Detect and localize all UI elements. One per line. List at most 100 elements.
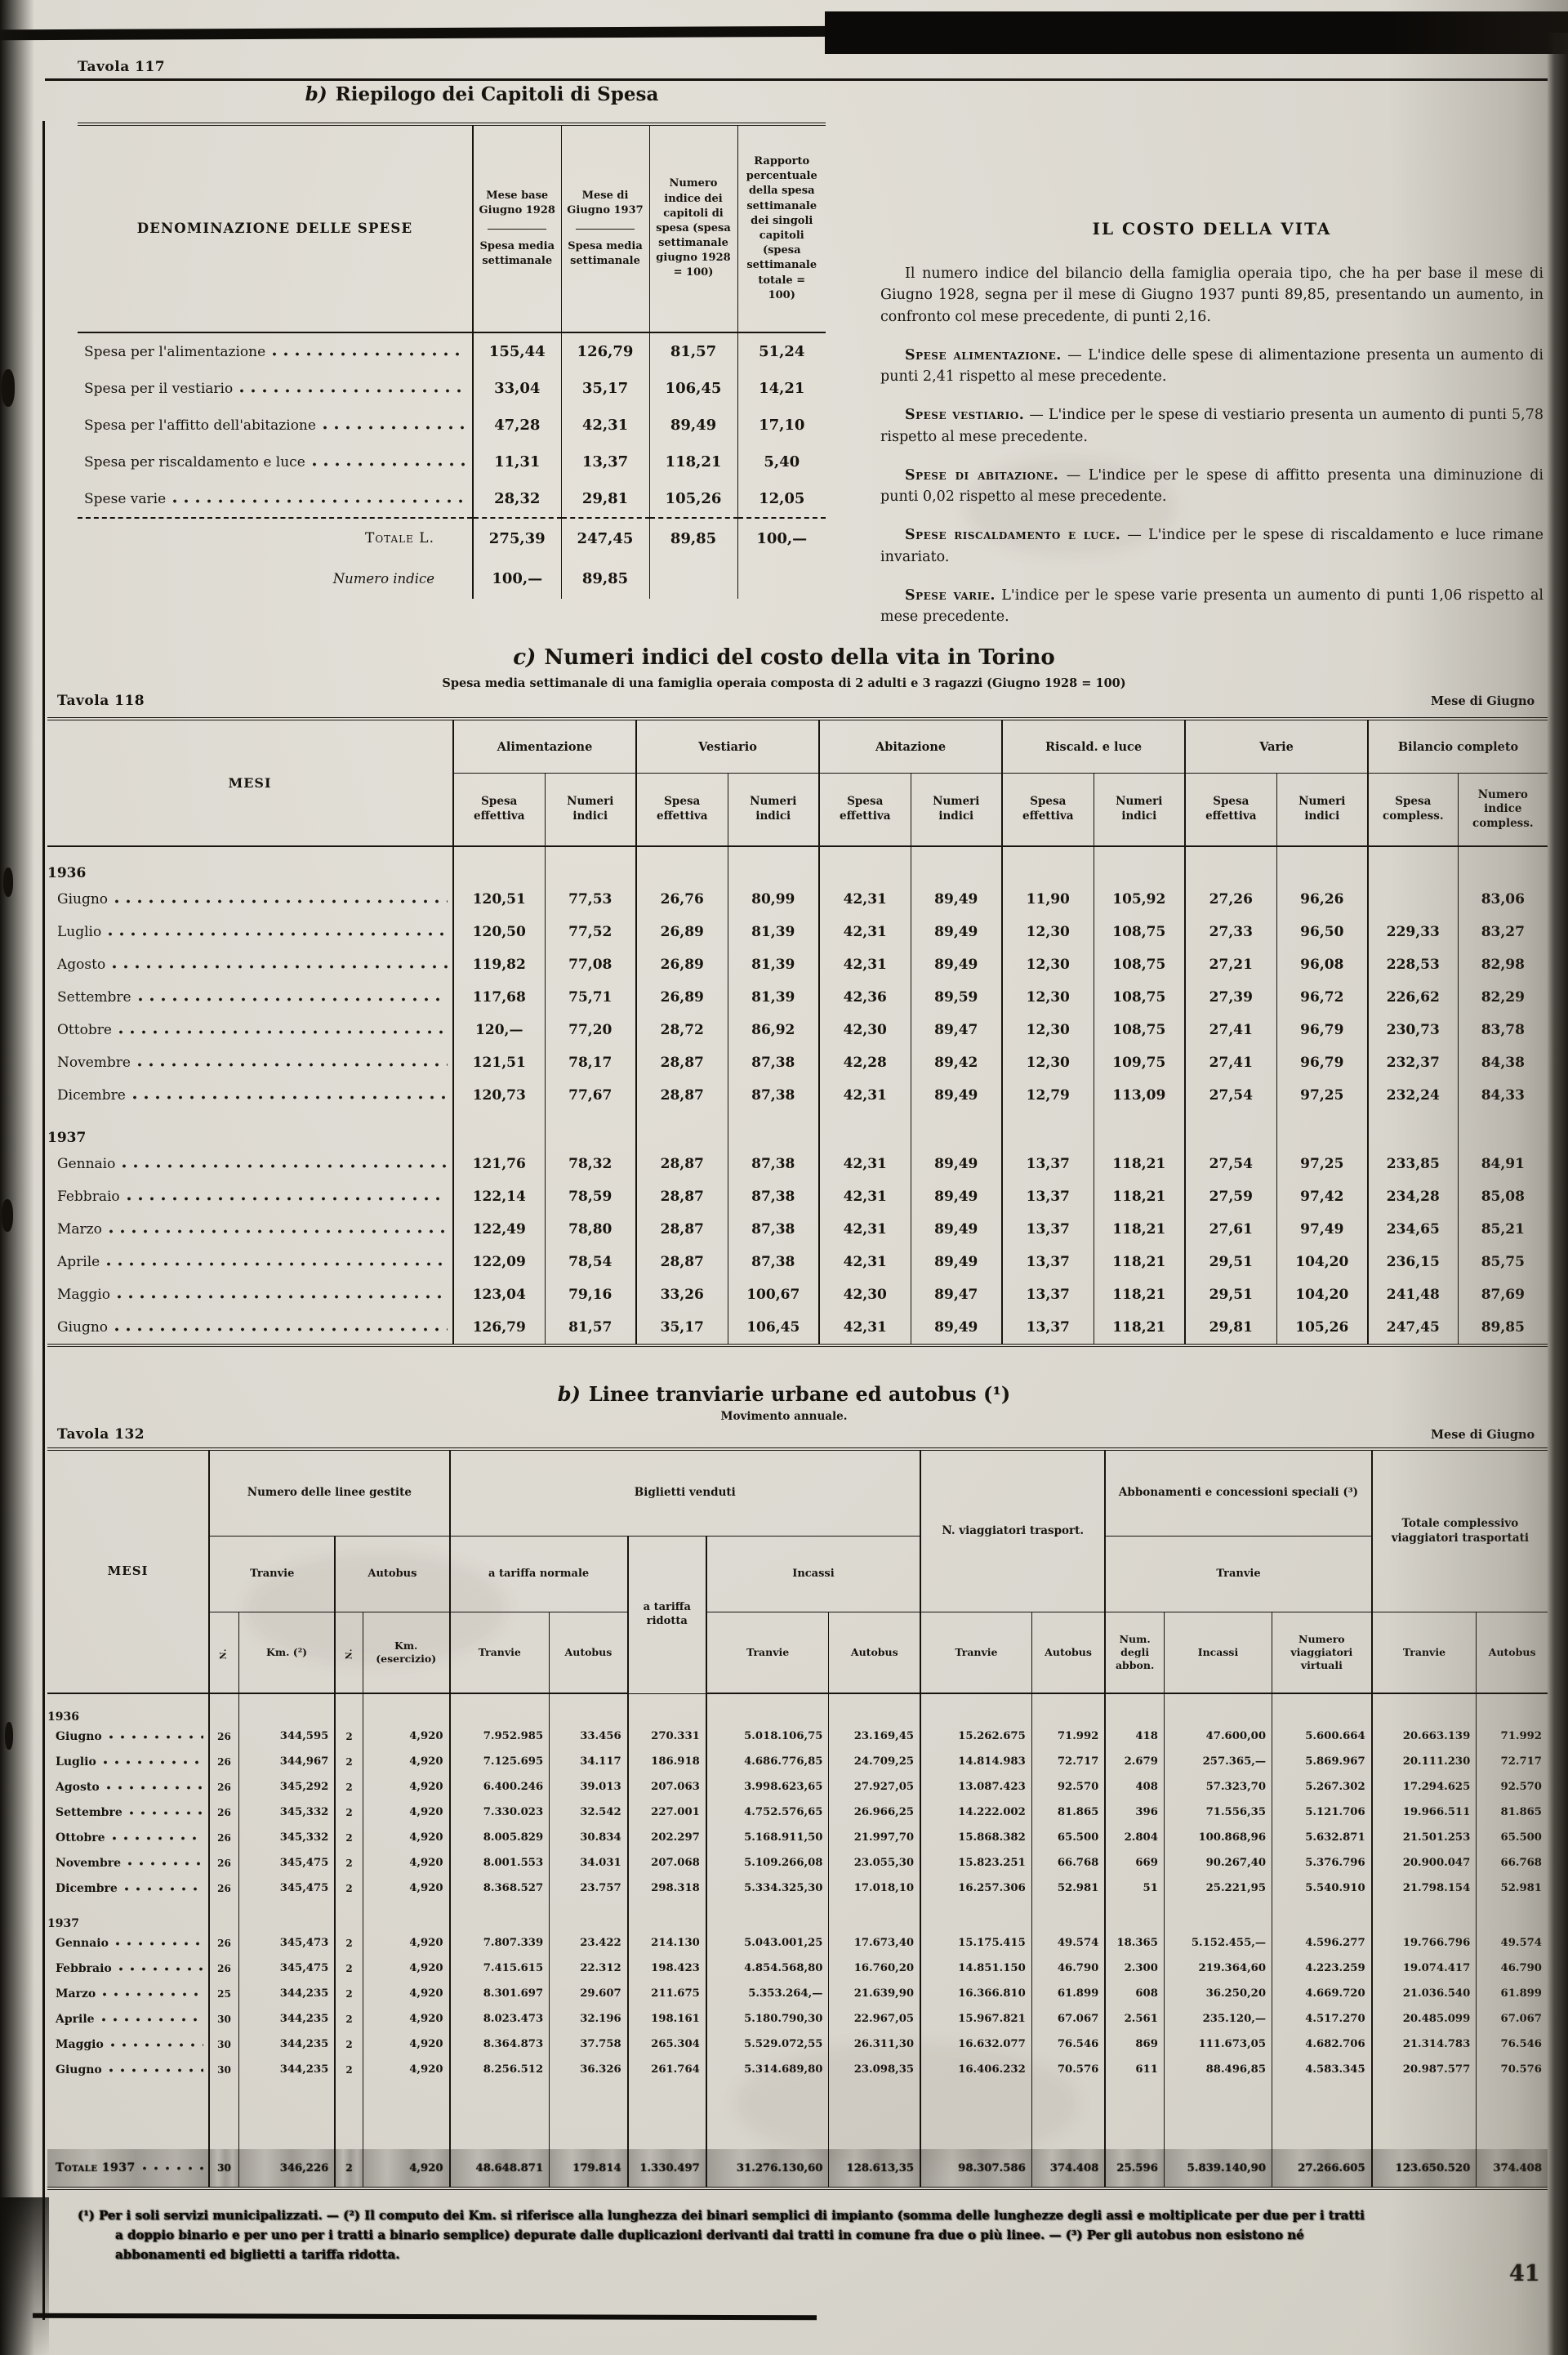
- value-cell: 89,49: [910, 1246, 1003, 1278]
- value-cell: 4,920: [362, 1825, 450, 1850]
- tavola118-title: c) Numeri indici del costo della vita in …: [513, 645, 1055, 670]
- t118-sub-header: Spesa effettiva: [1184, 773, 1277, 847]
- row-label: Aprile: [47, 2013, 208, 2026]
- value-cell: 19.074.417: [1370, 1956, 1477, 1981]
- row-label: Spesa per riscaldamento e luce: [84, 454, 472, 471]
- dot-leader: [273, 351, 467, 356]
- value-cell: 8.364.873: [448, 2032, 550, 2057]
- value-cell: 25: [208, 1981, 239, 2006]
- value-cell: 2: [334, 1981, 363, 2006]
- paragraph-lead: Spese alimentazione.: [905, 346, 1062, 364]
- empty-cell: [452, 1112, 545, 1148]
- value-cell: 100.868,96: [1163, 1825, 1272, 1850]
- table-row: Giugno 120,51 77,53 26,76 80,99 42,31 89,49 11,…: [47, 883, 1548, 916]
- value-cell: 39.013: [549, 1774, 628, 1800]
- value-cell: 16.760,20: [828, 1956, 921, 1981]
- table-row: Luglio 26 344,967 2 4,920 7.125.695 34.117 186.…: [47, 1749, 1548, 1774]
- value-cell: 123.650.520: [1370, 2149, 1477, 2188]
- value-cell: 345,475: [238, 1850, 336, 1876]
- row-label: Febbraio: [47, 1189, 452, 1205]
- value-cell: 4.669.720: [1272, 1981, 1372, 2006]
- empty-cell: [1367, 846, 1459, 883]
- value-cell: 70.576: [1476, 2057, 1548, 2082]
- value-cell: 345,292: [238, 1774, 336, 1800]
- value-cell: 30: [208, 2057, 239, 2082]
- value-cell: 96,26: [1276, 883, 1369, 916]
- value-cell: 28,32: [472, 480, 561, 518]
- t132-group-viaggiatori: N. viaggiatori trasport.: [920, 1449, 1106, 1612]
- table-row: Maggio 123,04 79,16 33,26 100,67 42,30 89,47 13…: [47, 1278, 1548, 1311]
- value-cell: 2: [334, 2006, 363, 2032]
- row-label: Febbraio: [47, 1962, 208, 1975]
- value-cell: 87,38: [727, 1213, 820, 1246]
- value-cell: 83,06: [1457, 883, 1548, 916]
- empty-cell: [334, 2082, 363, 2149]
- value-cell: 81.865: [1031, 1800, 1106, 1825]
- value-cell: 219.364,60: [1163, 1956, 1272, 1981]
- dot-leader: [118, 1966, 204, 1971]
- value-cell: 345,475: [238, 1876, 336, 1901]
- numero-indice-label: Numero indice: [78, 558, 473, 599]
- dot-leader: [110, 2042, 204, 2047]
- t117-header-mese-1937: Mese di Giugno 1937 Spesa media settimana…: [560, 124, 649, 333]
- year-label: 1936: [47, 865, 87, 881]
- value-cell: 20.485.099: [1370, 2006, 1477, 2032]
- table-row: Giugno 126,79 81,57 35,17 106,45 42,31 89,49 13…: [47, 1311, 1548, 1345]
- value-cell: 5.376.796: [1272, 1850, 1372, 1876]
- empty-cell: [544, 1112, 636, 1148]
- empty-cell: [1276, 846, 1369, 883]
- dot-leader: [142, 2166, 204, 2170]
- empty-cell: [705, 2082, 829, 2149]
- value-cell: 28,87: [635, 1213, 728, 1246]
- value-cell: 72.717: [1031, 1749, 1106, 1774]
- month-label-cell: Aprile: [47, 1246, 453, 1278]
- row-label: Spese varie: [84, 491, 472, 507]
- empty-cell: [1093, 846, 1186, 883]
- empty-cell: [1272, 2082, 1372, 2149]
- value-cell: 77,53: [544, 883, 636, 916]
- value-cell: 2: [334, 1825, 363, 1850]
- empty-cell: [47, 2082, 209, 2149]
- value-cell: 77,52: [544, 916, 636, 948]
- empty-cell: [1104, 1693, 1165, 1724]
- table-row: Agosto 26 345,292 2 4,920 6.400.246 39.013 207.…: [47, 1774, 1548, 1800]
- table-row: Ottobre 26 345,332 2 4,920 8.005.829 30.834 202…: [47, 1825, 1548, 1850]
- month-label-cell: Gennaio: [47, 1148, 453, 1180]
- row-label: Giugno: [47, 2063, 208, 2076]
- value-cell: 100,—: [737, 517, 826, 558]
- value-cell: 2.804: [1104, 1825, 1165, 1850]
- table-row: Febbraio 122,14 78,59 28,87 87,38 42,31 89,49 1…: [47, 1180, 1548, 1213]
- value-cell: 27,33: [1184, 916, 1277, 948]
- row-label-text: Spesa per l'affitto dell'abitazione: [84, 417, 316, 434]
- row-label-text: Spesa per l'alimentazione: [84, 343, 266, 360]
- value-cell: 17.018,10: [828, 1876, 921, 1901]
- scan-ink-blob: [2, 1199, 13, 1232]
- value-cell: 36.326: [549, 2057, 628, 2082]
- row-label: Maggio: [47, 2038, 208, 2051]
- value-cell: 28,87: [635, 1079, 728, 1112]
- tavola132-right-note: Mese di Giugno: [1431, 1428, 1535, 1442]
- value-cell: 669: [1104, 1850, 1165, 1876]
- value-cell: 12,05: [737, 480, 826, 518]
- empty-cell: [238, 1901, 336, 1930]
- value-cell: 35,17: [560, 370, 649, 407]
- tavola132-table: MESI Numero delle linee gestite Bigliett…: [47, 1447, 1548, 2190]
- value-cell: 89,49: [910, 948, 1003, 981]
- t132-sub-num-abbon: Num. degli abbon.: [1104, 1612, 1165, 1694]
- row-label: Settembre: [47, 1806, 208, 1819]
- value-cell: 78,80: [544, 1213, 636, 1246]
- value-cell: 2: [334, 2057, 363, 2082]
- value-cell: 26,76: [635, 883, 728, 916]
- value-cell: 119,82: [452, 948, 545, 981]
- value-cell: 12,30: [1001, 981, 1094, 1014]
- value-cell: 118,21: [1093, 1311, 1186, 1345]
- t132-sub-tranvie: Tranvie: [705, 1612, 829, 1694]
- t132-group-abbonamenti: Abbonamenti e concessioni speciali (³): [1104, 1449, 1372, 1537]
- value-cell: 42,31: [818, 883, 911, 916]
- value-cell: 42,31: [818, 1180, 911, 1213]
- value-cell: 87,38: [727, 1180, 820, 1213]
- value-cell: 418: [1104, 1724, 1165, 1749]
- t132-sub-viagg-virtuali: Numero viaggiatori virtuali: [1272, 1612, 1372, 1694]
- empty-cell: [448, 2082, 550, 2149]
- value-cell: 78,59: [544, 1180, 636, 1213]
